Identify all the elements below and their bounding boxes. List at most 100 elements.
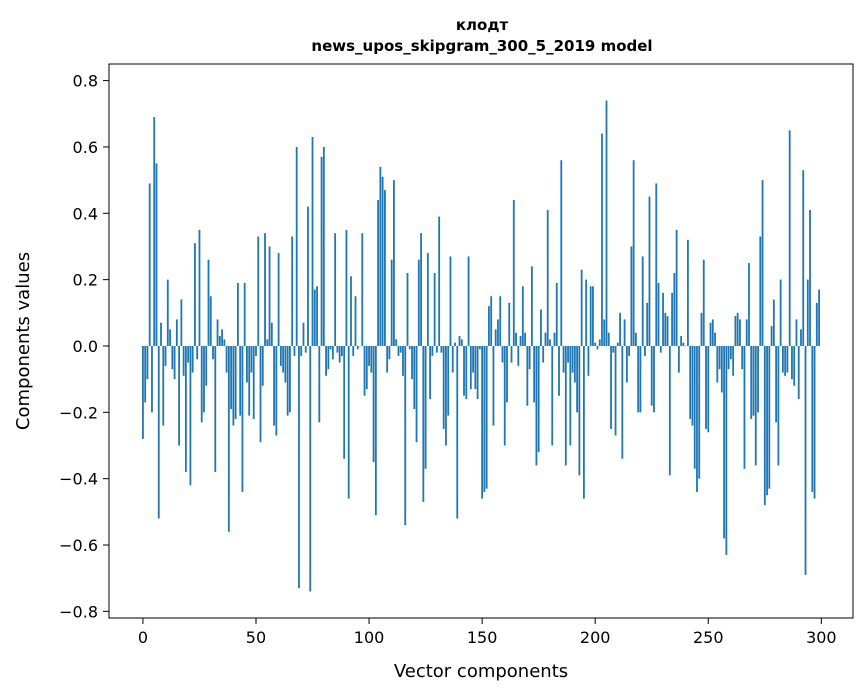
bar-197 bbox=[587, 345, 590, 376]
bar-75 bbox=[311, 136, 314, 346]
bar-274 bbox=[761, 180, 764, 346]
bar-286 bbox=[788, 130, 791, 346]
bar-297 bbox=[813, 345, 816, 499]
bar-121 bbox=[415, 345, 418, 443]
y-tick-label: 0.2 bbox=[73, 271, 98, 290]
chart-title-line2: news_upos_skipgram_300_5_2019 model bbox=[311, 37, 652, 55]
bar-107 bbox=[383, 190, 386, 346]
bar-215 bbox=[628, 345, 631, 356]
bar-30 bbox=[209, 296, 212, 346]
bar-10 bbox=[164, 345, 167, 366]
bar-7 bbox=[157, 345, 160, 519]
bar-165 bbox=[515, 332, 517, 346]
bar-185 bbox=[560, 160, 563, 346]
bar-122 bbox=[417, 259, 420, 346]
bar-191 bbox=[573, 345, 576, 383]
bar-288 bbox=[793, 345, 796, 386]
bar-141 bbox=[460, 339, 463, 346]
bar-101 bbox=[370, 345, 373, 373]
bar-223 bbox=[646, 302, 649, 346]
bar-116 bbox=[404, 345, 407, 526]
bar-12 bbox=[169, 329, 171, 346]
bar-56 bbox=[268, 246, 271, 346]
bar-78 bbox=[318, 345, 321, 423]
bar-187 bbox=[564, 345, 567, 466]
bar-149 bbox=[478, 345, 481, 350]
bar-118 bbox=[408, 345, 411, 350]
bar-213 bbox=[623, 319, 626, 346]
x-axis-ticks: 0 50 100 150 200 250 300 bbox=[138, 618, 837, 647]
bar-14 bbox=[173, 345, 176, 380]
bar-174 bbox=[535, 345, 538, 466]
bar-33 bbox=[216, 319, 219, 346]
y-tick-label: 0.0 bbox=[73, 337, 98, 356]
bar-163 bbox=[510, 345, 513, 363]
bar-218 bbox=[635, 332, 637, 346]
bar-211 bbox=[619, 312, 621, 346]
bar-84 bbox=[331, 345, 334, 360]
bar-142 bbox=[463, 345, 465, 396]
bar-219 bbox=[637, 345, 640, 413]
bar-145 bbox=[469, 345, 472, 390]
bar-269 bbox=[750, 345, 753, 419]
bar-77 bbox=[316, 286, 318, 346]
bar-228 bbox=[657, 282, 660, 346]
plot-frame bbox=[108, 63, 854, 619]
bar-50 bbox=[255, 345, 257, 356]
bar-202 bbox=[598, 339, 601, 346]
bar-64 bbox=[286, 345, 289, 416]
y-axis-ticks: −0.8 −0.6 −0.4 −0.2 0.0 0.2 0.4 0.6 0.8 bbox=[59, 72, 109, 621]
bar-298 bbox=[815, 302, 818, 346]
bar-89 bbox=[343, 345, 346, 459]
y-axis-label: Components values bbox=[13, 252, 34, 430]
bar-45 bbox=[243, 282, 246, 346]
bar-125 bbox=[424, 345, 427, 469]
bar-289 bbox=[795, 319, 798, 346]
bar-162 bbox=[508, 302, 511, 346]
bar-110 bbox=[390, 259, 393, 346]
bar-189 bbox=[569, 345, 572, 446]
bar-9 bbox=[162, 345, 165, 426]
bar-294 bbox=[806, 279, 809, 346]
bar-65 bbox=[289, 345, 291, 413]
bar-73 bbox=[307, 206, 309, 346]
bar-157 bbox=[497, 319, 499, 346]
bar-227 bbox=[655, 183, 658, 346]
bar-79 bbox=[320, 156, 323, 346]
bar-247 bbox=[700, 312, 703, 346]
bar-94 bbox=[354, 296, 357, 346]
bar-139 bbox=[456, 345, 459, 519]
bar-160 bbox=[503, 345, 506, 446]
bar-132 bbox=[440, 345, 443, 353]
bar-258 bbox=[725, 345, 728, 555]
bar-225 bbox=[650, 345, 653, 406]
bar-221 bbox=[641, 256, 644, 346]
bar-114 bbox=[399, 345, 402, 353]
bar-39 bbox=[230, 345, 233, 410]
bar-285 bbox=[786, 345, 789, 373]
bar-249 bbox=[705, 345, 707, 429]
bar-203 bbox=[601, 133, 603, 346]
bar-290 bbox=[797, 345, 800, 400]
bar-105 bbox=[379, 166, 382, 346]
bar-57 bbox=[270, 322, 273, 346]
bar-23 bbox=[194, 243, 196, 346]
bar-87 bbox=[338, 345, 341, 363]
bar-32 bbox=[214, 345, 217, 473]
y-tick-label: −0.4 bbox=[59, 470, 98, 489]
bar-34 bbox=[218, 336, 221, 346]
bar-220 bbox=[639, 345, 642, 413]
bar-68 bbox=[295, 146, 298, 346]
bar-222 bbox=[644, 345, 646, 356]
bar-198 bbox=[589, 286, 592, 346]
x-tick-label: 0 bbox=[138, 628, 148, 647]
bar-172 bbox=[530, 266, 533, 346]
bar-133 bbox=[442, 345, 445, 429]
y-tick-label: −0.8 bbox=[59, 602, 98, 621]
bar-192 bbox=[576, 345, 579, 413]
bar-38 bbox=[227, 345, 230, 532]
bar-3 bbox=[148, 183, 151, 346]
bar-175 bbox=[537, 345, 540, 453]
bar-119 bbox=[411, 345, 413, 380]
